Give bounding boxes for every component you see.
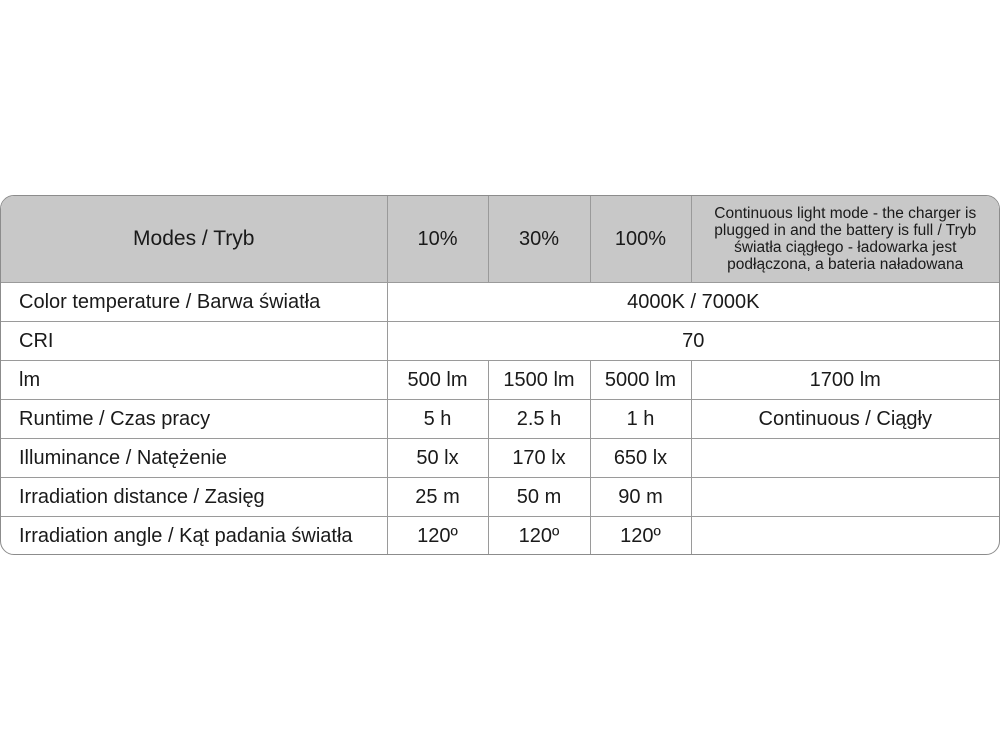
row-label: Runtime / Czas pracy [1,399,388,439]
cell: 650 lx [589,438,692,478]
table-row: CRI 70 [1,321,999,361]
cell: 2.5 h [487,399,591,439]
row-label: Irradiation angle / Kąt padania światła [1,516,388,554]
table-row: lm 500 lm 1500 lm 5000 lm 1700 lm [1,360,999,400]
cell: Continuous / Ciągły [690,399,999,439]
row-label: Illuminance / Natężenie [1,438,388,478]
cell: 5 h [386,399,489,439]
header-10: 10% [386,196,489,283]
cell: 1700 lm [690,360,999,400]
table-row: Irradiation angle / Kąt padania światła … [1,516,999,554]
cell: 50 m [487,477,591,517]
table-row: Color temperature / Barwa światła 4000K … [1,282,999,322]
header-modes: Modes / Tryb [1,196,388,283]
header-30: 30% [487,196,591,283]
cell: 90 m [589,477,692,517]
table-row: Runtime / Czas pracy 5 h 2.5 h 1 h Conti… [1,399,999,439]
cell: 5000 lm [589,360,692,400]
table-row: Irradiation distance / Zasięg 25 m 50 m … [1,477,999,517]
cell-empty [690,477,999,517]
cell: 170 lx [487,438,591,478]
header-row: Modes / Tryb 10% 30% 100% Continuous lig… [1,196,999,283]
cell: 50 lx [386,438,489,478]
header-continuous: Continuous light mode - the charger is p… [690,196,999,283]
spec-table: Modes / Tryb 10% 30% 100% Continuous lig… [0,195,1000,555]
cell: 500 lm [386,360,489,400]
cell: 4000K / 7000K [386,282,999,322]
cell: 1 h [589,399,692,439]
cell: 1500 lm [487,360,591,400]
cell: 70 [386,321,999,361]
cell: 120º [386,516,489,554]
row-label: CRI [1,321,388,361]
row-label: Color temperature / Barwa światła [1,282,388,322]
cell-empty [690,438,999,478]
cell: 120º [487,516,591,554]
table-row: Illuminance / Natężenie 50 lx 170 lx 650… [1,438,999,478]
row-label: lm [1,360,388,400]
cell: 120º [589,516,692,554]
header-100: 100% [589,196,692,283]
cell-empty [690,516,999,554]
cell: 25 m [386,477,489,517]
row-label: Irradiation distance / Zasięg [1,477,388,517]
